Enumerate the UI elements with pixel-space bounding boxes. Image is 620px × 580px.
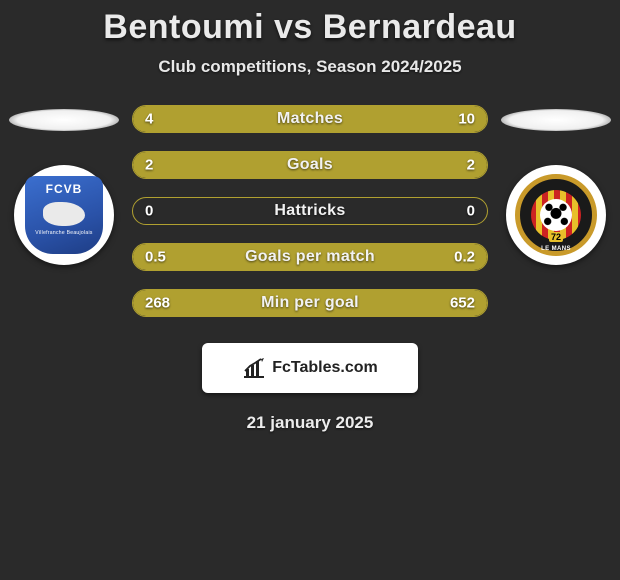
crest-number: 72	[549, 232, 563, 242]
comparison-widget: Bentoumi vs Bernardeau Club competitions…	[0, 0, 620, 433]
stat-row: 4Matches10	[132, 105, 488, 133]
crest-subtext: Villefranche Beaujolais	[35, 230, 92, 236]
left-team-badge[interactable]: FCVB Villefranche Beaujolais	[14, 165, 114, 265]
stat-value-left: 0	[145, 203, 153, 220]
player-silhouette-shadow	[501, 109, 611, 131]
fcvb-crest-icon: FCVB Villefranche Beaujolais	[25, 176, 103, 254]
stat-row: 2Goals2	[132, 151, 488, 179]
stat-row: 0 Hattricks 0	[132, 197, 488, 225]
stat-value-right: 0	[467, 203, 475, 220]
stat-row: 0.5Goals per match0.2	[132, 243, 488, 271]
bar-fill-left	[133, 106, 234, 132]
bar-fill-right	[386, 244, 487, 270]
bird-icon	[43, 202, 85, 226]
brand-card[interactable]: FcTables.com	[202, 343, 418, 393]
crest-text: LE MANS	[541, 246, 571, 252]
date-label: 21 january 2025	[0, 413, 620, 433]
right-team-badge[interactable]: 72 LE MANS	[506, 165, 606, 265]
player-silhouette-shadow	[9, 109, 119, 131]
bar-fill-left	[133, 244, 386, 270]
stat-label: Hattricks	[274, 202, 345, 220]
bar-fill-right	[310, 152, 487, 178]
stats-bars: 4Matches10 2Goals2 0 Hattricks 0 0.5Goals per…	[124, 105, 496, 335]
bar-fill-left	[133, 152, 310, 178]
crest-text: FCVB	[46, 182, 83, 196]
lemans-crest-icon: 72 LE MANS	[515, 174, 597, 256]
brand-label: FcTables.com	[272, 359, 378, 377]
left-side: FCVB Villefranche Beaujolais	[4, 105, 124, 265]
bar-fill-right	[236, 290, 487, 316]
stat-row: 268Min per goal652	[132, 289, 488, 317]
soccer-ball-icon	[540, 199, 572, 231]
bar-fill-right	[234, 106, 487, 132]
bar-fill-left	[133, 290, 236, 316]
bar-chart-icon	[242, 357, 266, 379]
main-layout: FCVB Villefranche Beaujolais 4Matches10 2…	[0, 105, 620, 335]
right-side: 72 LE MANS	[496, 105, 616, 265]
subtitle: Club competitions, Season 2024/2025	[0, 57, 620, 77]
page-title: Bentoumi vs Bernardeau	[0, 8, 620, 47]
